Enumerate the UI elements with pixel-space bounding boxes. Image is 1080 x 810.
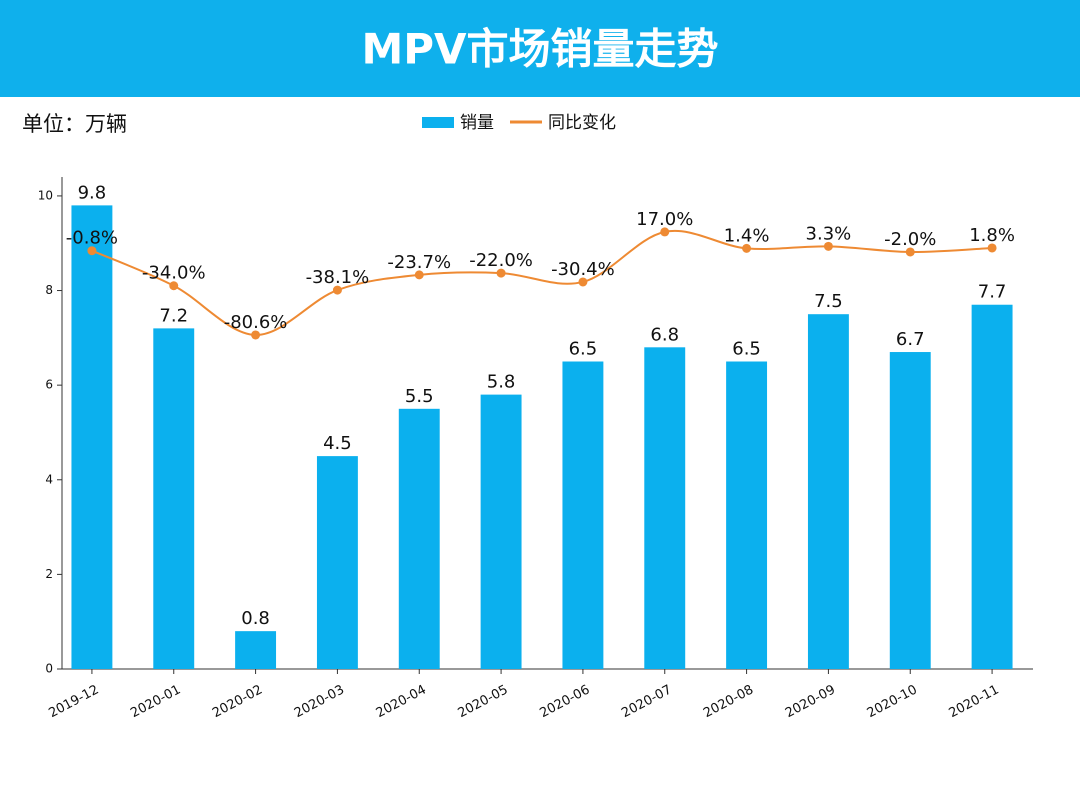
x-tick-label: 2020-10 (865, 682, 920, 721)
line-point (87, 246, 97, 256)
value-label: -22.0% (469, 250, 533, 271)
unit-label: 单位：万辆 (22, 112, 127, 136)
value-label: -23.7% (387, 252, 451, 273)
y-tick-label: 10 (38, 188, 53, 202)
y-tick-label: 6 (45, 378, 53, 392)
line-point (660, 227, 670, 237)
line-point (251, 330, 261, 340)
x-tick-label: 2020-07 (619, 682, 674, 721)
bar (316, 456, 358, 669)
x-tick-label: 2020-01 (128, 682, 183, 721)
x-tick-label: 2020-02 (210, 682, 265, 721)
value-label: 5.8 (487, 372, 516, 393)
value-label: -30.4% (551, 259, 615, 280)
bar (71, 205, 113, 669)
line-point (496, 268, 506, 278)
x-tick-label: 2019-12 (46, 682, 101, 721)
legend-swatch (422, 117, 454, 128)
value-label: 7.5 (814, 291, 843, 312)
y-tick-label: 8 (45, 283, 53, 297)
x-tick-label: 2020-11 (947, 682, 1002, 721)
value-label: -38.1% (306, 267, 370, 288)
value-label: 5.5 (405, 386, 434, 407)
value-label: 9.8 (78, 182, 107, 203)
bar (889, 352, 931, 669)
bar (235, 631, 277, 669)
x-tick-label: 2020-09 (783, 682, 838, 721)
line-point (905, 247, 915, 257)
value-label: 6.5 (569, 339, 598, 360)
value-label: -80.6% (224, 312, 288, 333)
line-point (414, 270, 424, 280)
value-label: 0.8 (241, 608, 270, 629)
bar (726, 361, 768, 669)
line-point (332, 285, 342, 295)
y-tick-label: 2 (45, 567, 53, 581)
bar (480, 394, 522, 669)
value-label: -34.0% (142, 263, 206, 284)
value-label: 6.8 (650, 324, 679, 345)
value-label: -2.0% (884, 229, 936, 250)
value-label: -0.8% (66, 228, 118, 249)
x-tick-label: 2020-08 (701, 682, 756, 721)
value-label: 6.5 (732, 339, 761, 360)
value-label: 1.8% (969, 225, 1015, 246)
bar (807, 314, 849, 669)
line-point (823, 241, 833, 251)
bar (398, 408, 440, 669)
value-label: 6.7 (896, 329, 925, 350)
chart-title: MPV市场销量走势 (361, 25, 718, 74)
x-tick-label: 2020-04 (374, 682, 429, 721)
line-point (578, 277, 588, 287)
bar (153, 328, 195, 669)
title-banner (0, 0, 1080, 97)
x-tick-label: 2020-05 (456, 682, 511, 721)
line-point (987, 243, 997, 253)
bar (562, 361, 604, 669)
value-label: 7.2 (159, 305, 188, 326)
value-label: 7.7 (978, 282, 1007, 303)
y-tick-label: 0 (45, 662, 53, 676)
x-tick-label: 2020-06 (537, 682, 592, 721)
line-point (169, 281, 179, 291)
bar (644, 347, 686, 669)
legend-label: 销量 (460, 113, 494, 133)
x-tick-label: 2020-03 (292, 682, 347, 721)
value-label: 4.5 (323, 433, 352, 454)
value-label: 3.3% (806, 223, 852, 244)
value-label: 1.4% (724, 225, 770, 246)
line-point (742, 243, 752, 253)
legend-label: 同比变化 (548, 113, 616, 133)
value-label: 17.0% (636, 209, 693, 230)
bar (971, 304, 1013, 669)
y-tick-label: 4 (45, 472, 53, 486)
